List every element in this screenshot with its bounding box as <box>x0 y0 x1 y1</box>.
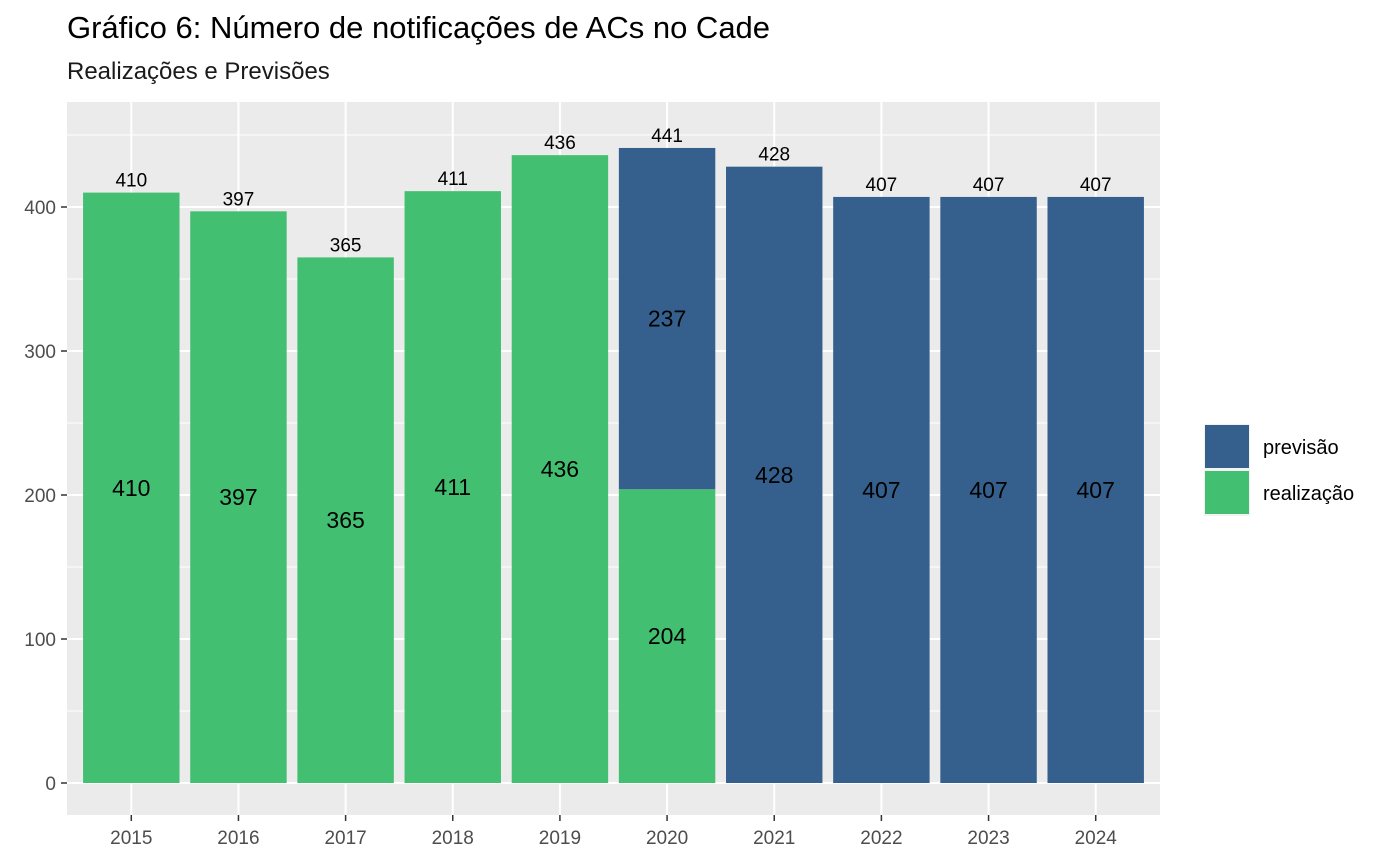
bar-segment <box>511 155 609 783</box>
x-tick-label: 2015 <box>110 828 152 849</box>
segment-value-label: 407 <box>1077 477 1115 503</box>
x-tick-label: 2024 <box>1075 828 1118 849</box>
segment-value-label: 365 <box>326 507 364 533</box>
y-tick-label: 100 <box>24 630 56 651</box>
total-value-label: 397 <box>223 189 255 210</box>
total-value-label: 428 <box>758 145 790 166</box>
x-tick-label: 2016 <box>217 828 259 849</box>
total-value-label: 407 <box>973 175 1005 196</box>
bar-segment <box>833 196 930 784</box>
x-tick-label: 2018 <box>432 828 474 849</box>
y-tick-label: 400 <box>24 198 56 219</box>
legend-swatch <box>1205 425 1249 468</box>
bar-segment <box>190 211 287 783</box>
bar-segment <box>618 147 716 490</box>
bar-segment <box>404 191 501 783</box>
bar-segment <box>940 196 1037 784</box>
total-value-label: 436 <box>544 133 576 154</box>
segment-value-label: 410 <box>112 475 150 501</box>
legend-label: realização <box>1263 483 1354 505</box>
bar-segment <box>297 257 394 783</box>
legend: previsão realização <box>1204 424 1354 516</box>
total-value-label: 407 <box>866 175 898 196</box>
segment-value-label: 407 <box>969 477 1007 503</box>
chart-subtitle: Realizações e Previsões <box>67 58 330 85</box>
bar-segment <box>83 192 180 784</box>
total-value-label: 365 <box>330 235 362 256</box>
total-value-label: 411 <box>438 169 468 190</box>
axis-layer: 0 100 200 300 400 2015 2016 2017 2018 2019 2020 202… <box>24 198 1117 849</box>
y-tick-label: 0 <box>45 774 56 795</box>
bar-segment <box>726 166 823 783</box>
segment-value-label: 397 <box>219 484 257 510</box>
segment-value-label: 237 <box>648 306 686 332</box>
y-tick-label: 300 <box>24 342 56 363</box>
x-tick-label: 2021 <box>753 828 795 849</box>
bar-segment <box>618 489 716 783</box>
total-value-label: 441 <box>651 126 683 147</box>
segment-value-label: 411 <box>434 474 471 500</box>
bar-segment <box>1047 196 1144 784</box>
y-tick-label: 200 <box>24 486 56 507</box>
segment-value-label: 428 <box>755 462 793 488</box>
chart-title: Gráfico 6: Número de notificações de ACs… <box>67 10 771 45</box>
total-value-label: 410 <box>115 171 147 192</box>
segment-value-label: 407 <box>862 477 900 503</box>
total-value-label: 407 <box>1080 175 1112 196</box>
x-tick-label: 2019 <box>539 828 581 849</box>
legend-swatch <box>1205 471 1249 514</box>
bars-layer <box>83 147 1144 784</box>
labels-layer: 410 410 397 397 365 365 411 411 436 436 204 237 441 4… <box>112 126 1115 649</box>
segment-value-label: 436 <box>541 456 579 482</box>
legend-label: previsão <box>1263 437 1339 459</box>
x-tick-label: 2023 <box>967 828 1009 849</box>
x-tick-label: 2020 <box>646 828 688 849</box>
x-tick-label: 2022 <box>860 828 902 849</box>
segment-value-label: 204 <box>648 623 687 649</box>
x-tick-label: 2017 <box>324 828 366 849</box>
